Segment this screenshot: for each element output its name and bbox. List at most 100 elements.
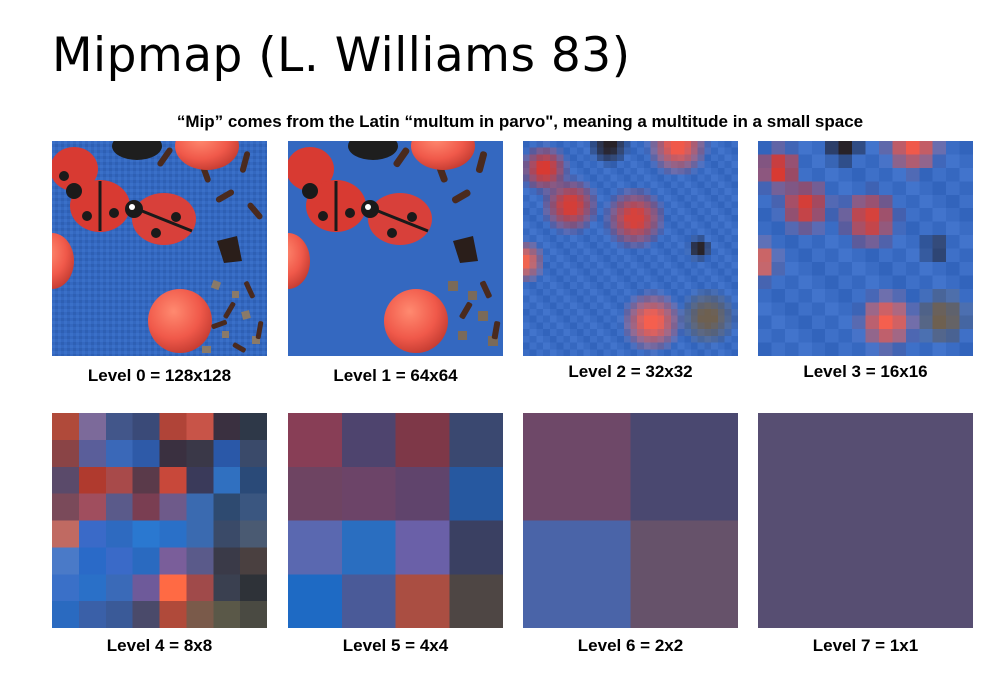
level-4-cell <box>159 439 187 468</box>
level-4-image <box>52 413 267 628</box>
level-4-cell <box>105 413 134 441</box>
level-5-cell <box>449 520 503 575</box>
level-4-cell <box>78 439 107 468</box>
level-4-cell <box>78 601 107 628</box>
level-4-cell <box>159 413 187 441</box>
level-4-cell <box>132 547 161 575</box>
level-4-cell <box>52 493 80 522</box>
ladybug-photo-level-2 <box>523 141 738 356</box>
level-4-cell <box>186 493 214 522</box>
level-5-cell <box>341 466 396 521</box>
level-6-cell <box>523 520 631 628</box>
level-6-grid <box>523 413 738 628</box>
level-4-cell <box>213 493 241 522</box>
slide-title: Mipmap (L. Williams 83) <box>52 28 631 83</box>
level-5-cell <box>288 413 343 468</box>
level-4-cell <box>132 520 161 548</box>
level-1-label: Level 1 = 64x64 <box>333 366 458 385</box>
level-6-cell <box>630 413 738 521</box>
level-4-cell <box>78 547 107 575</box>
ladybug-photo-level-3 <box>758 141 973 356</box>
level-4-cell <box>78 466 107 495</box>
level-4-cell <box>105 466 134 495</box>
level-4-cell <box>159 547 187 575</box>
level-4-cell <box>132 493 161 522</box>
level-5-cell <box>341 520 396 575</box>
level-4-cell <box>132 439 161 468</box>
level-4-cell <box>159 520 187 548</box>
level-1-image <box>288 141 503 356</box>
level-4-cell <box>132 601 161 628</box>
level-4-cell <box>213 574 241 602</box>
ladybug-photo-level-0 <box>52 141 267 356</box>
level-6-image <box>523 413 738 628</box>
level-4-cell <box>240 601 267 628</box>
level-5-cell <box>341 574 396 628</box>
level-7-cell <box>758 413 973 628</box>
level-4-cell <box>132 413 161 441</box>
level-4-cell <box>213 439 241 468</box>
level-5-cell <box>395 520 450 575</box>
level-4-cell <box>186 413 214 441</box>
level-4-cell <box>186 466 214 495</box>
level-5-cell <box>341 413 396 468</box>
level-5-cell <box>288 520 343 575</box>
level-3-label: Level 3 = 16x16 <box>803 362 928 381</box>
level-4-cell <box>240 413 267 441</box>
level-4-cell <box>132 574 161 602</box>
level-4-cell <box>159 574 187 602</box>
level-4-cell <box>105 547 134 575</box>
level-4-cell <box>186 601 214 628</box>
level-5-label: Level 5 = 4x4 <box>342 636 449 655</box>
level-4-cell <box>78 493 107 522</box>
level-3-image <box>758 141 973 356</box>
level-4-cell <box>213 547 241 575</box>
level-4-cell <box>159 601 187 628</box>
level-4-cell <box>186 439 214 468</box>
level-4-cell <box>159 493 187 522</box>
level-4-cell <box>78 520 107 548</box>
level-4-cell <box>240 466 267 495</box>
level-4-cell <box>52 547 80 575</box>
level-4-cell <box>240 574 267 602</box>
level-4-cell <box>186 547 214 575</box>
level-0-image <box>52 141 267 356</box>
level-4-cell <box>159 466 187 495</box>
level-4-grid <box>52 413 267 628</box>
level-4-cell <box>52 413 80 441</box>
level-4-cell <box>52 520 80 548</box>
level-2-image <box>523 141 738 356</box>
level-4-label: Level 4 = 8x8 <box>106 636 213 655</box>
level-4-cell <box>105 574 134 602</box>
level-7-grid <box>758 413 973 628</box>
level-5-cell <box>288 574 343 628</box>
level-5-cell <box>449 574 503 628</box>
level-4-cell <box>240 520 267 548</box>
level-7-image <box>758 413 973 628</box>
level-4-cell <box>52 466 80 495</box>
level-4-cell <box>240 493 267 522</box>
slide-subtitle: “Mip” comes from the Latin “multum in pa… <box>176 112 864 131</box>
level-4-cell <box>186 520 214 548</box>
level-4-cell <box>105 493 134 522</box>
level-4-cell <box>105 439 134 468</box>
level-4-cell <box>78 574 107 602</box>
level-4-cell <box>186 574 214 602</box>
level-6-label: Level 6 = 2x2 <box>577 636 684 655</box>
level-5-image <box>288 413 503 628</box>
level-4-cell <box>213 466 241 495</box>
level-7-label: Level 7 = 1x1 <box>812 636 919 655</box>
level-4-cell <box>132 466 161 495</box>
level-4-cell <box>52 601 80 628</box>
level-6-cell <box>523 413 631 521</box>
ladybug-photo-level-1 <box>288 141 503 356</box>
level-5-cell <box>449 466 503 521</box>
level-5-cell <box>395 413 450 468</box>
level-4-cell <box>105 520 134 548</box>
level-4-cell <box>213 601 241 628</box>
level-5-cell <box>395 466 450 521</box>
level-4-cell <box>78 413 107 441</box>
level-0-label: Level 0 = 128x128 <box>87 366 232 385</box>
level-4-cell <box>213 413 241 441</box>
level-4-cell <box>105 601 134 628</box>
